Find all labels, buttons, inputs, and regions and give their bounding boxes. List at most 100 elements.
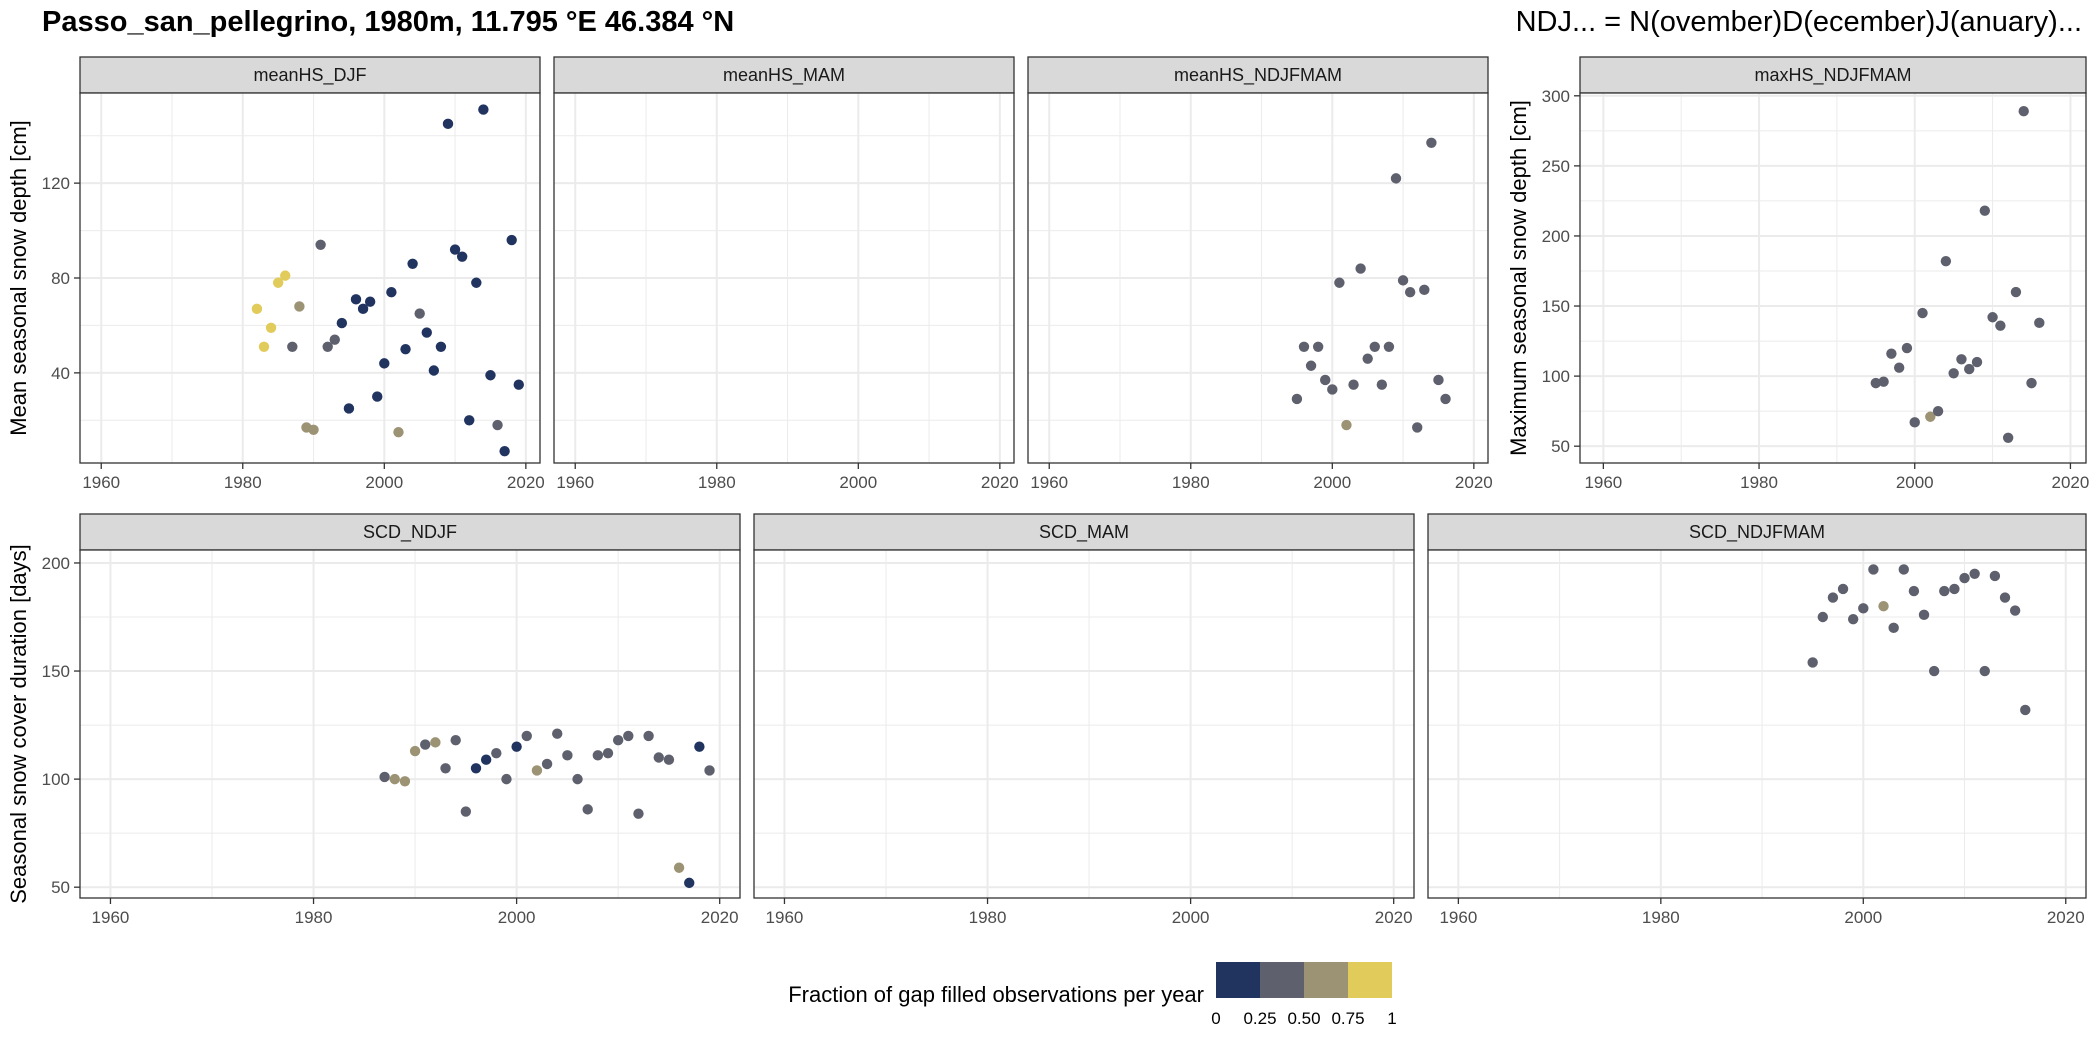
x-tick-label: 2020 — [2052, 473, 2090, 492]
data-point — [684, 877, 695, 889]
data-point — [562, 750, 573, 761]
data-point — [258, 341, 270, 352]
data-point — [322, 341, 333, 352]
data-point — [492, 419, 503, 431]
data-point — [1426, 137, 1437, 149]
data-point — [592, 750, 604, 761]
x-tick-label: 2020 — [507, 473, 545, 492]
data-point — [1878, 376, 1889, 387]
data-point — [485, 370, 496, 381]
x-tick-label: 1980 — [224, 473, 262, 492]
facet-strip — [553, 56, 1015, 94]
data-point — [414, 308, 425, 319]
data-point — [1348, 379, 1359, 390]
panel-SCD_NDJF: SCD_NDJF 1960 1980 2000 2020 50 100 150 200 — [42, 513, 741, 927]
data-point — [1987, 312, 1998, 323]
data-point — [287, 341, 298, 352]
panel-border — [1579, 92, 2087, 464]
data-point — [704, 765, 715, 776]
panel-meanHS_MAM: meanHS_MAM 1960 1980 2000 2020 — [553, 56, 1019, 492]
data-point — [1964, 363, 1975, 375]
y-tick-label: 40 — [51, 364, 70, 383]
data-point — [1893, 362, 1905, 373]
data-point — [421, 327, 432, 338]
data-point — [2002, 432, 2014, 443]
data-point — [251, 303, 263, 315]
data-point — [450, 735, 461, 746]
data-point — [440, 763, 451, 774]
legend-tick-label: 0.50 — [1287, 1009, 1320, 1028]
data-point — [501, 773, 512, 785]
data-point — [1870, 377, 1882, 389]
panel-border — [79, 549, 741, 899]
data-point — [521, 730, 532, 742]
data-point — [1969, 568, 1980, 579]
data-point — [1362, 353, 1373, 364]
data-point — [1334, 277, 1345, 288]
data-point — [336, 317, 348, 329]
figure-title: Passo_san_pellegrino, 1980m, 11.795 °E 4… — [42, 6, 735, 38]
legend-tick-label: 1 — [1387, 1009, 1396, 1028]
data-point — [2009, 605, 2021, 616]
data-point — [1956, 354, 1967, 365]
x-tick-label: 2000 — [1844, 908, 1882, 927]
x-tick-label: 1980 — [698, 473, 736, 492]
data-point — [1971, 356, 1983, 368]
data-point — [1932, 405, 1944, 417]
panel-border — [753, 549, 1415, 899]
x-tick-label: 2000 — [498, 908, 536, 927]
panel-border — [1427, 549, 2087, 899]
facet-strip-label: meanHS_DJF — [253, 65, 366, 86]
data-point — [506, 234, 517, 246]
data-point — [1291, 393, 1303, 405]
data-point — [1999, 592, 2011, 603]
panel-border — [1027, 92, 1489, 464]
data-point — [1383, 341, 1395, 352]
legend-color-swatch — [1216, 962, 1260, 998]
data-point — [1837, 583, 1849, 595]
data-point — [1878, 600, 1889, 612]
y-tick-label: 200 — [1542, 227, 1570, 246]
data-point — [480, 754, 492, 765]
data-point — [1909, 417, 1920, 428]
x-tick-label: 1980 — [1642, 908, 1680, 927]
data-point — [1440, 393, 1451, 405]
data-point — [435, 341, 447, 352]
data-point — [1925, 411, 1936, 422]
data-point — [280, 270, 291, 281]
data-point — [694, 741, 705, 752]
panel-SCD_MAM: SCD_MAM 1960 1980 2000 2020 — [753, 513, 1415, 927]
data-point — [400, 343, 411, 355]
data-point — [1868, 564, 1879, 575]
panel-SCD_NDJFMAM: SCD_NDJFMAM 1960 1980 2000 2020 — [1427, 513, 2087, 927]
facet-strip-label: SCD_NDJFMAM — [1689, 522, 1825, 543]
data-point — [272, 277, 284, 288]
data-point — [420, 739, 431, 750]
data-point — [531, 765, 543, 776]
data-point — [407, 258, 418, 269]
data-point — [409, 745, 421, 757]
data-point — [2020, 704, 2031, 716]
legend-tick-label: 0.75 — [1331, 1009, 1364, 1028]
data-point — [449, 244, 461, 255]
data-point — [623, 730, 634, 742]
data-point — [1928, 665, 1940, 677]
data-point — [442, 118, 454, 130]
data-point — [1298, 341, 1310, 352]
legend-color-swatch — [1260, 962, 1304, 998]
data-point — [1807, 657, 1818, 668]
x-tick-label: 1960 — [1584, 473, 1622, 492]
facet-strip-label: maxHS_NDJFMAM — [1754, 65, 1911, 86]
data-point — [1918, 609, 1930, 621]
x-tick-label: 1960 — [92, 908, 130, 927]
x-tick-label: 1960 — [766, 908, 804, 927]
data-point — [513, 379, 524, 390]
data-point — [643, 730, 654, 742]
data-point — [428, 365, 440, 376]
data-point — [1888, 622, 1899, 634]
facet-strip — [1579, 56, 2087, 94]
y-axis-title: Maximum seasonal snow depth [cm] — [1506, 100, 1531, 456]
data-point — [372, 391, 383, 402]
data-point — [1355, 263, 1366, 274]
